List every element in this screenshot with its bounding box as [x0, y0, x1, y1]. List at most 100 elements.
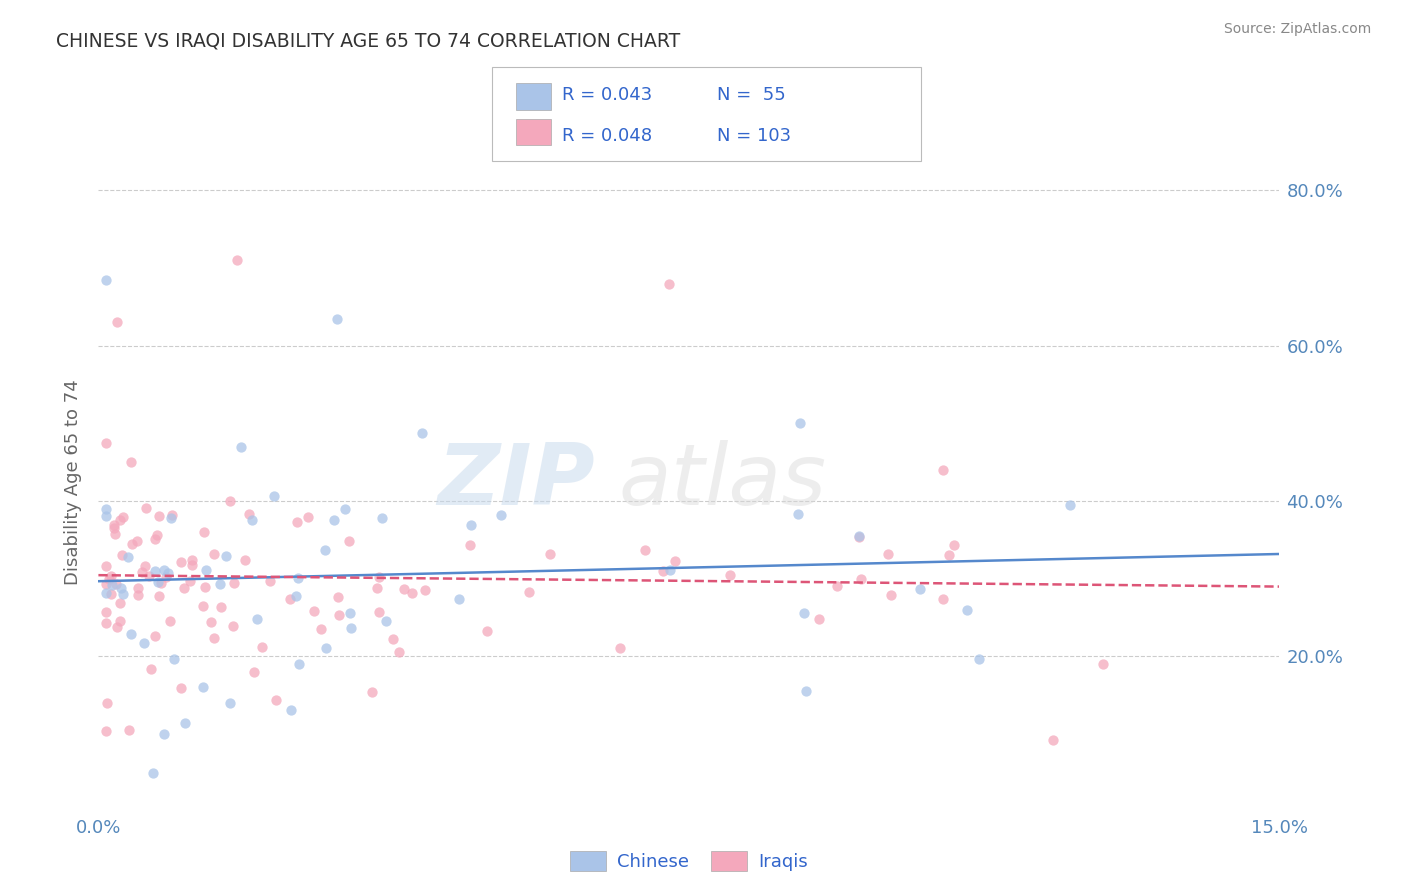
- Point: [517, 585, 540, 599]
- Point: [193, 524, 215, 539]
- Point: [235, 553, 257, 567]
- Point: [943, 538, 966, 552]
- Point: [181, 558, 204, 572]
- Point: [263, 489, 285, 503]
- Point: [146, 574, 169, 589]
- Point: [370, 511, 392, 525]
- Point: [96, 502, 118, 516]
- Point: [240, 513, 263, 527]
- Point: [956, 603, 979, 617]
- Point: [96, 559, 118, 574]
- Point: [460, 518, 482, 533]
- Point: [148, 589, 170, 603]
- Point: [304, 604, 326, 618]
- Point: [170, 556, 193, 570]
- Point: [309, 622, 332, 636]
- Point: [475, 624, 498, 638]
- Legend: Chinese, Iraqis: Chinese, Iraqis: [562, 844, 815, 879]
- Point: [193, 599, 215, 613]
- Point: [100, 587, 122, 601]
- Point: [401, 586, 423, 600]
- Point: [394, 582, 416, 596]
- Point: [411, 425, 433, 440]
- Point: [157, 566, 180, 580]
- Point: [339, 607, 361, 621]
- Point: [208, 576, 231, 591]
- Point: [209, 600, 232, 615]
- Text: Source: ZipAtlas.com: Source: ZipAtlas.com: [1223, 22, 1371, 37]
- Point: [540, 547, 562, 561]
- Text: N = 103: N = 103: [717, 127, 792, 145]
- Point: [98, 572, 121, 586]
- Point: [333, 502, 356, 516]
- Point: [162, 508, 184, 522]
- Point: [96, 696, 118, 710]
- Point: [104, 577, 127, 591]
- Point: [174, 715, 197, 730]
- Text: ZIP: ZIP: [437, 440, 595, 524]
- Point: [794, 683, 817, 698]
- Point: [225, 253, 247, 268]
- Point: [143, 564, 166, 578]
- Point: [112, 510, 135, 524]
- Point: [128, 581, 150, 595]
- Y-axis label: Disability Age 65 to 74: Disability Age 65 to 74: [65, 379, 83, 584]
- Point: [148, 509, 170, 524]
- Point: [103, 518, 125, 533]
- Point: [932, 463, 955, 477]
- Point: [938, 548, 960, 562]
- Point: [789, 417, 811, 431]
- Point: [96, 615, 118, 630]
- Point: [1092, 657, 1115, 672]
- Point: [718, 568, 741, 582]
- Point: [155, 570, 177, 584]
- Point: [337, 534, 360, 549]
- Point: [200, 615, 222, 629]
- Point: [191, 681, 214, 695]
- Point: [259, 574, 281, 588]
- Point: [825, 579, 848, 593]
- Point: [194, 563, 217, 577]
- Point: [127, 589, 149, 603]
- Text: atlas: atlas: [619, 440, 827, 524]
- Point: [1059, 498, 1081, 512]
- Point: [160, 511, 183, 525]
- Point: [135, 501, 157, 516]
- Point: [96, 508, 118, 523]
- Point: [104, 527, 127, 541]
- Point: [96, 576, 118, 591]
- Point: [361, 685, 384, 699]
- Point: [285, 516, 308, 530]
- Point: [222, 576, 245, 591]
- Point: [374, 615, 396, 629]
- Point: [110, 615, 132, 629]
- Point: [153, 727, 176, 741]
- Point: [194, 580, 217, 594]
- Point: [110, 581, 132, 595]
- Point: [101, 578, 124, 592]
- Point: [142, 765, 165, 780]
- Point: [202, 547, 225, 561]
- Point: [108, 512, 131, 526]
- Point: [969, 652, 991, 666]
- Point: [132, 635, 155, 649]
- Point: [238, 507, 260, 521]
- Point: [328, 607, 350, 622]
- Point: [388, 645, 411, 659]
- Point: [366, 581, 388, 595]
- Point: [880, 589, 903, 603]
- Point: [118, 723, 141, 738]
- Point: [250, 640, 273, 655]
- Point: [96, 723, 118, 738]
- Point: [134, 559, 156, 574]
- Point: [489, 508, 512, 522]
- Text: R = 0.048: R = 0.048: [562, 127, 652, 145]
- Point: [105, 619, 128, 633]
- Point: [931, 591, 953, 606]
- Point: [146, 527, 169, 541]
- Point: [659, 563, 682, 577]
- Point: [297, 510, 319, 524]
- Point: [170, 681, 193, 696]
- Point: [120, 455, 142, 469]
- Point: [807, 611, 830, 625]
